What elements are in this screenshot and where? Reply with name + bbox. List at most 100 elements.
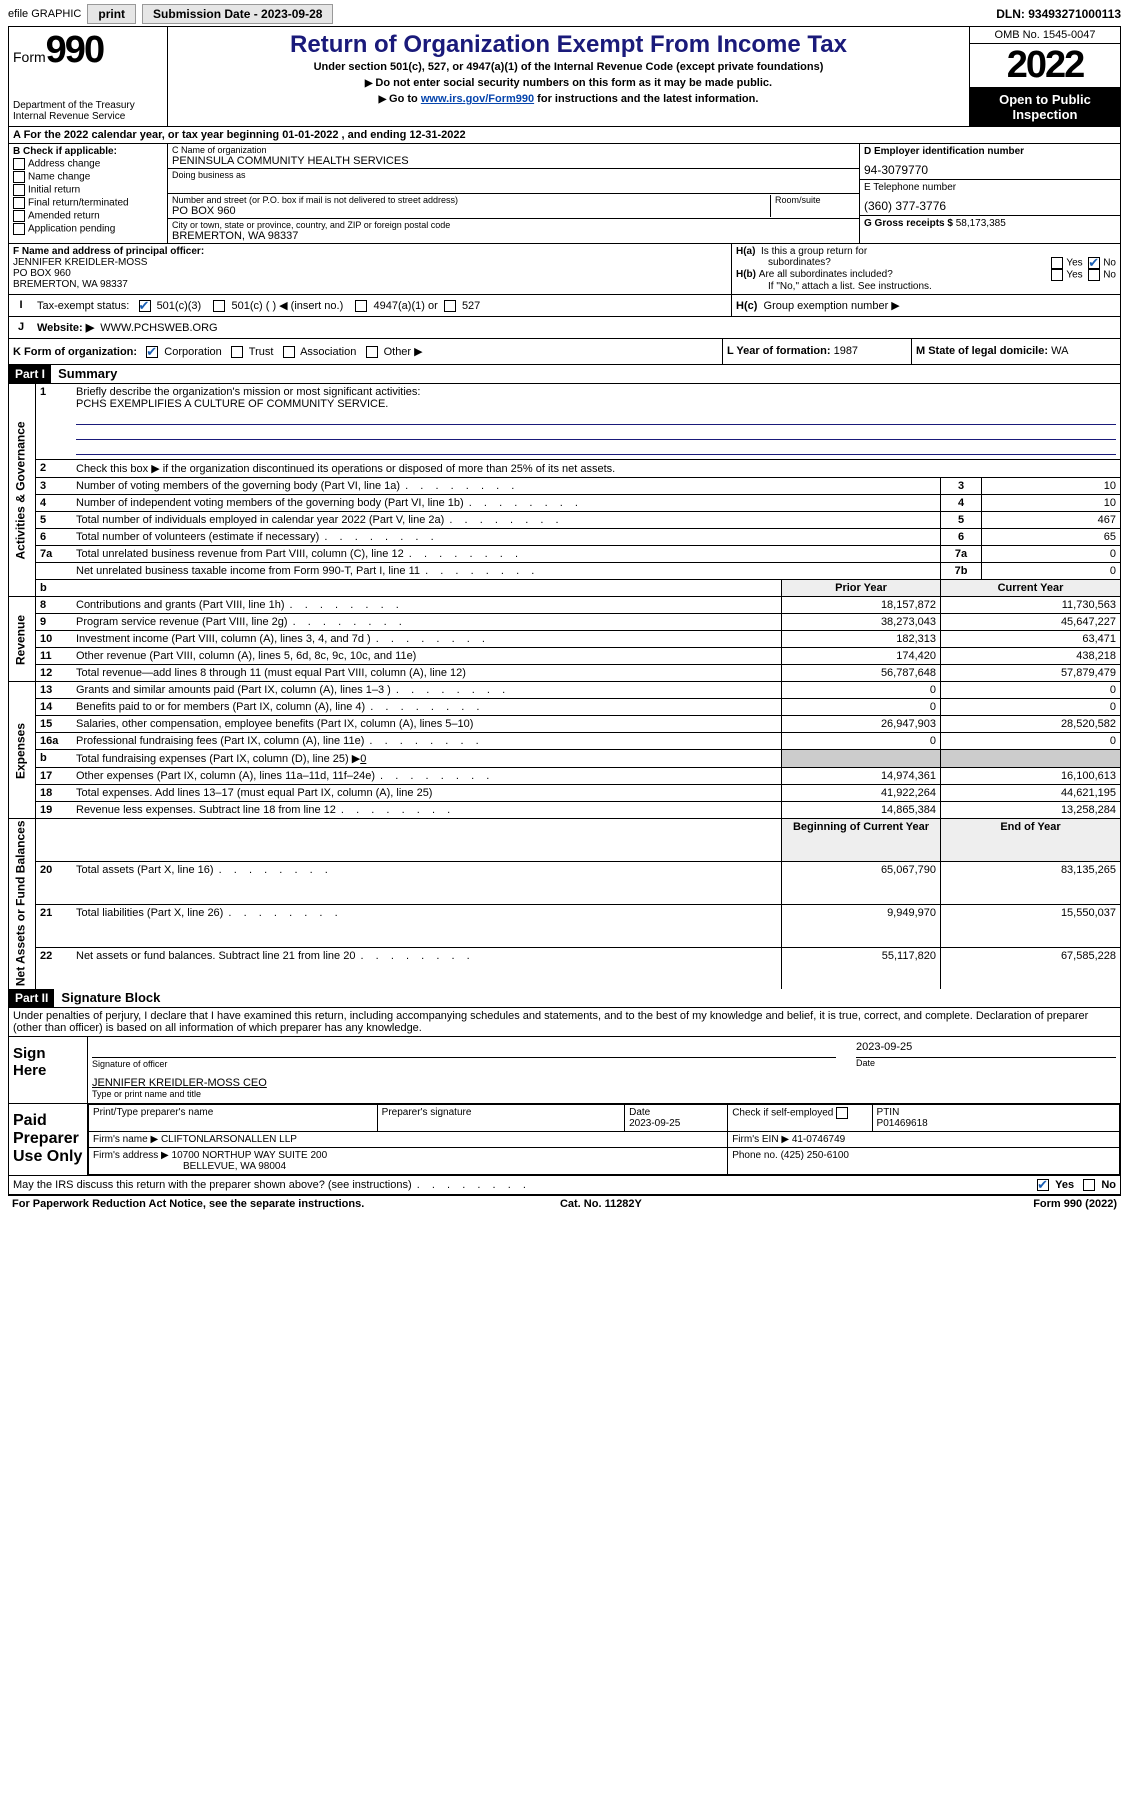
val-6: 65 — [982, 529, 1121, 546]
form-container: Form990 Department of the Treasury Inter… — [8, 26, 1121, 1196]
chk-name-change[interactable] — [13, 171, 25, 183]
b-label: B Check if applicable: — [13, 146, 163, 157]
form-prefix: Form — [13, 49, 46, 65]
chk-initial-return[interactable] — [13, 184, 25, 196]
sig-date: 2023-09-25 — [856, 1041, 1116, 1057]
street-value: PO BOX 960 — [172, 205, 766, 217]
street-label: Number and street (or P.O. box if mail i… — [172, 195, 766, 205]
val-4: 10 — [982, 495, 1121, 512]
submission-date-button[interactable]: Submission Date - 2023-09-28 — [142, 4, 333, 24]
dept-label: Department of the Treasury — [13, 100, 163, 111]
top-toolbar: efile GRAPHIC print Submission Date - 20… — [8, 4, 1121, 24]
chk-501c3[interactable] — [139, 300, 151, 312]
dln-label: DLN: 93493271000113 — [996, 7, 1121, 21]
section-k: K Form of organization: Corporation Trus… — [9, 339, 722, 364]
chk-discuss-yes[interactable] — [1037, 1179, 1049, 1191]
header-mid: Return of Organization Exempt From Incom… — [168, 27, 969, 126]
val-7b: 0 — [982, 563, 1121, 580]
domicile-state: WA — [1051, 345, 1068, 357]
i-label: I — [9, 295, 33, 316]
cat-no: Cat. No. 11282Y — [560, 1198, 642, 1210]
officer-addr1: PO BOX 960 — [13, 268, 727, 279]
chk-trust[interactable] — [231, 346, 243, 358]
section-d: D Employer identification number 94-3079… — [859, 144, 1120, 243]
form-number: 990 — [46, 29, 103, 71]
header-right: OMB No. 1545-0047 2022 Open to Public In… — [969, 27, 1120, 126]
chk-ha-yes[interactable] — [1051, 257, 1063, 269]
f-label: F Name and address of principal officer: — [13, 246, 727, 257]
dba-label: Doing business as — [172, 170, 855, 180]
goto-line: Go to www.irs.gov/Form990 for instructio… — [174, 93, 963, 105]
section-c: C Name of organization PENINSULA COMMUNI… — [168, 144, 859, 243]
val-8p: 18,157,872 — [782, 597, 941, 614]
firm-addr1: 10700 NORTHUP WAY SUITE 200 — [172, 1150, 328, 1161]
formation-year: 1987 — [834, 345, 858, 357]
part2-title: Signature Block — [61, 990, 160, 1005]
print-button[interactable]: print — [87, 4, 136, 24]
paid-preparer-label: Paid Preparer Use Only — [9, 1104, 87, 1175]
chk-corporation[interactable] — [146, 346, 158, 358]
phone-label: E Telephone number — [864, 182, 1116, 193]
chk-address-change[interactable] — [13, 158, 25, 170]
chk-4947[interactable] — [355, 300, 367, 312]
ein-value: 94-3079770 — [864, 163, 1116, 177]
phone-value: (360) 377-3776 — [864, 199, 1116, 213]
chk-527[interactable] — [444, 300, 456, 312]
website-value: WWW.PCHSWEB.ORG — [100, 322, 217, 334]
chk-amended-return[interactable] — [13, 210, 25, 222]
org-name: PENINSULA COMMUNITY HEALTH SERVICES — [172, 155, 855, 167]
side-revenue: Revenue — [9, 597, 36, 682]
side-netassets: Net Assets or Fund Balances — [9, 819, 36, 989]
gross-value: 58,173,385 — [956, 218, 1006, 229]
header-left: Form990 Department of the Treasury Inter… — [9, 27, 168, 126]
section-h: H(a) Is this a group return for subordin… — [732, 244, 1120, 294]
city-value: BREMERTON, WA 98337 — [172, 230, 855, 242]
firm-ein: 41-0746749 — [792, 1134, 845, 1145]
h-ifno: If "No," attach a list. See instructions… — [768, 281, 1116, 292]
city-label: City or town, state or province, country… — [172, 220, 855, 230]
side-expenses: Expenses — [9, 682, 36, 819]
chk-self-employed[interactable] — [836, 1107, 848, 1119]
chk-application-pending[interactable] — [13, 223, 25, 235]
chk-hb-no[interactable] — [1088, 269, 1100, 281]
firm-phone: (425) 250-6100 — [781, 1150, 849, 1161]
part1-header: Part I — [9, 365, 51, 383]
chk-ha-no[interactable] — [1088, 257, 1100, 269]
officer-name: JENNIFER KREIDLER-MOSS — [13, 257, 727, 268]
irs-label: Internal Revenue Service — [13, 111, 163, 122]
val-3: 10 — [982, 478, 1121, 495]
summary-table: Activities & Governance 1 Briefly descri… — [9, 384, 1120, 989]
page-footer: For Paperwork Reduction Act Notice, see … — [8, 1196, 1121, 1212]
ptin-value: P01469618 — [877, 1118, 928, 1129]
chk-final-return[interactable] — [13, 197, 25, 209]
perjury-declaration: Under penalties of perjury, I declare th… — [9, 1008, 1120, 1037]
firm-name: CLIFTONLARSONALLEN LLP — [161, 1134, 297, 1145]
val-8c: 11,730,563 — [941, 597, 1121, 614]
chk-discuss-no[interactable] — [1083, 1179, 1095, 1191]
j-label: J — [9, 317, 33, 338]
open-public-badge: Open to Public Inspection — [970, 88, 1120, 126]
tax-year-line: A For the 2022 calendar year, or tax yea… — [9, 127, 1120, 144]
efile-label: efile GRAPHIC — [8, 8, 81, 20]
ein-label: D Employer identification number — [864, 146, 1116, 157]
officer-addr2: BREMERTON, WA 98337 — [13, 279, 727, 290]
chk-association[interactable] — [283, 346, 295, 358]
section-f: F Name and address of principal officer:… — [9, 244, 732, 294]
side-governance: Activities & Governance — [9, 384, 36, 597]
firm-addr2: BELLEVUE, WA 98004 — [183, 1161, 286, 1172]
part1-title: Summary — [58, 366, 117, 381]
form-ref: Form 990 (2022) — [1033, 1198, 1117, 1210]
chk-other[interactable] — [366, 346, 378, 358]
c-name-label: C Name of organization — [172, 145, 855, 155]
sign-here-label: Sign Here — [9, 1037, 87, 1103]
room-label: Room/suite — [775, 195, 855, 205]
chk-hb-yes[interactable] — [1051, 269, 1063, 281]
val-5: 467 — [982, 512, 1121, 529]
gross-label: G Gross receipts $ — [864, 218, 953, 229]
ssn-warning: Do not enter social security numbers on … — [174, 77, 963, 89]
may-irs-discuss: May the IRS discuss this return with the… — [13, 1179, 528, 1191]
irs-link[interactable]: www.irs.gov/Form990 — [421, 93, 534, 105]
preparer-table: Print/Type preparer's name Preparer's si… — [88, 1104, 1120, 1175]
chk-501c[interactable] — [213, 300, 225, 312]
omb-number: OMB No. 1545-0047 — [970, 27, 1120, 44]
